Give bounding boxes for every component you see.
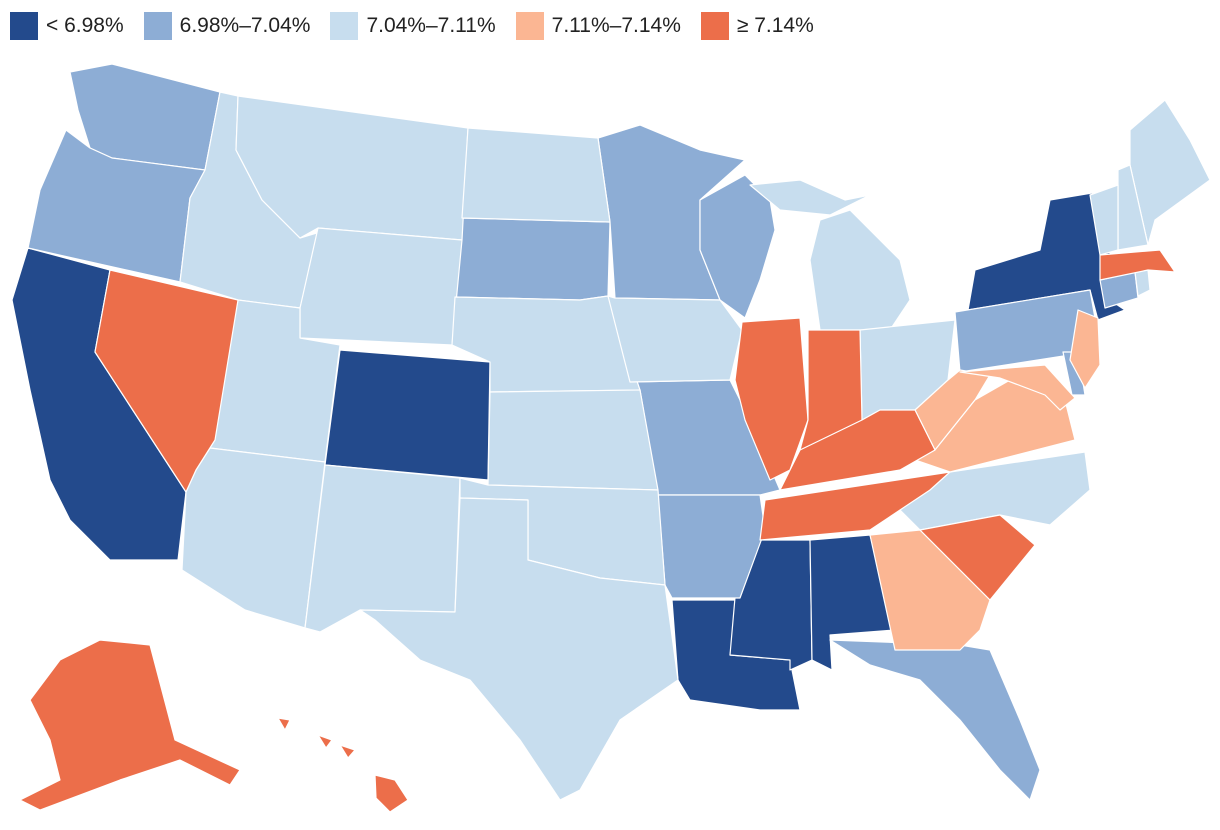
state-ks (487, 389, 659, 491)
legend-item: 6.98%–7.04% (143, 12, 311, 40)
state-sd (454, 217, 611, 301)
map-legend: < 6.98% 6.98%–7.04% 7.04%–7.11% 7.11%–7.14%… (10, 12, 834, 40)
legend-item: 7.04%–7.11% (330, 12, 496, 40)
legend-swatch (143, 12, 172, 40)
legend-label: ≥ 7.14% (736, 14, 814, 37)
state-az (181, 447, 326, 629)
state-fl (829, 639, 1041, 801)
state-ma (1099, 249, 1176, 281)
state-vt (1089, 184, 1119, 256)
state-wi (699, 174, 776, 319)
legend-label: < 6.98% (46, 14, 124, 37)
legend-item: ≥ 7.14% (700, 12, 814, 40)
legend-swatch (10, 12, 38, 40)
state-tx (359, 497, 679, 801)
legend-swatch (330, 12, 359, 40)
state-nv (94, 269, 239, 493)
state-ky (779, 409, 936, 491)
state-ri (1134, 269, 1151, 297)
state-tn (759, 471, 951, 541)
state-ia (607, 295, 743, 383)
legend-swatch (515, 12, 544, 40)
state-nj (1069, 309, 1101, 389)
state-nd (461, 127, 611, 223)
legend-label: 7.11%–7.14% (551, 14, 681, 37)
legend-label: 6.98%–7.04% (179, 14, 311, 37)
state-co (324, 349, 491, 481)
state-sc (919, 514, 1036, 601)
state-md (959, 364, 1076, 411)
legend-label: 7.04%–7.11% (366, 14, 496, 37)
state-nm (304, 464, 461, 633)
state-hi (277, 717, 409, 813)
state-mi (749, 179, 911, 331)
state-wy (299, 227, 463, 346)
legend-item: < 6.98% (10, 12, 124, 40)
legend-swatch (700, 12, 729, 40)
state-ak (19, 639, 241, 811)
legend-item: 7.11%–7.14% (515, 12, 681, 40)
state-il (734, 317, 809, 481)
